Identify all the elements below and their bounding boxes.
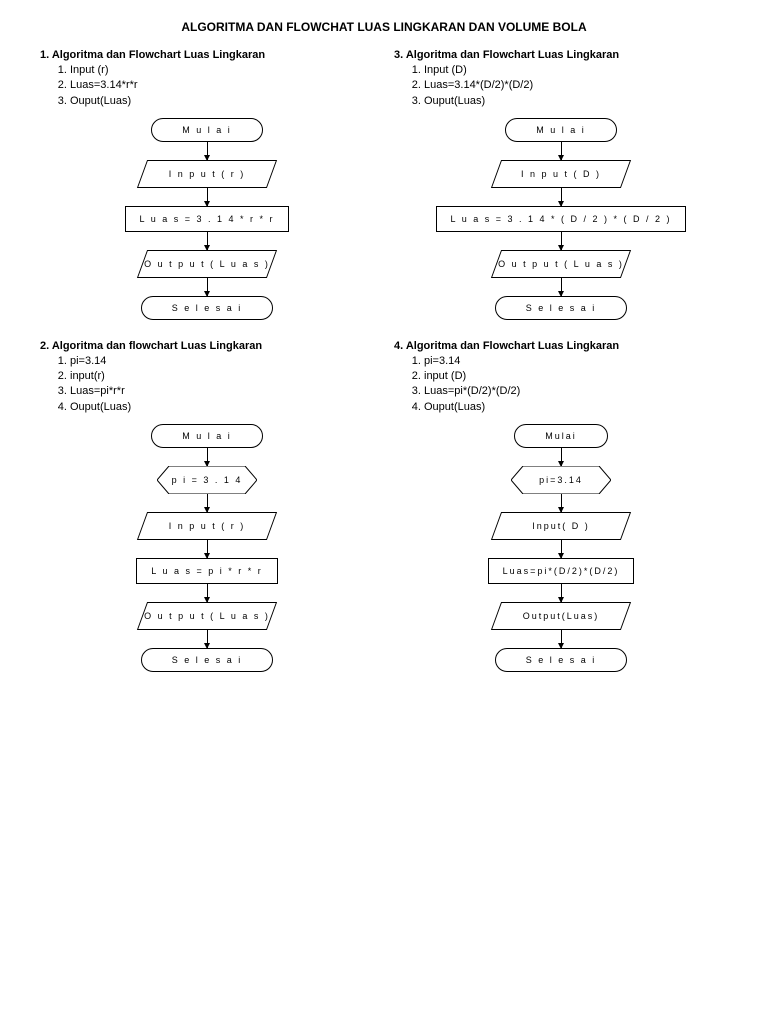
flow-arrow	[561, 278, 562, 296]
flow-arrow	[561, 494, 562, 512]
algorithm-section: 1. Algoritma dan Flowchart Luas Lingkara…	[40, 49, 374, 320]
flowchart: M u l a i I n p u t ( r ) L u a s = 3 . 1 …	[40, 118, 374, 320]
flow-arrow	[561, 540, 562, 558]
io-shape: O u t p u t ( L u a s )	[496, 250, 626, 278]
process-shape: Luas=pi*(D/2)*(D/2)	[488, 558, 635, 584]
terminator-shape: S e l e s a i	[495, 648, 628, 672]
algorithm-step: Luas=pi*r*r	[70, 384, 374, 398]
section-heading: 4. Algoritma dan Flowchart Luas Lingkara…	[394, 340, 728, 352]
flow-arrow	[561, 232, 562, 250]
io-shape: I n p u t ( r )	[142, 512, 272, 540]
process-shape: L u a s = p i * r * r	[136, 558, 277, 584]
algorithm-step: pi=3.14	[424, 354, 728, 368]
algorithm-step: input(r)	[70, 369, 374, 383]
flowchart: Mulai pi=3.14 Input( D ) Luas=pi*(D/2)*(D/2…	[394, 424, 728, 672]
preparation-shape: p i = 3 . 1 4	[157, 466, 257, 494]
algorithm-steps: pi=3.14input(r)Luas=pi*r*r Ouput(Luas)	[70, 354, 374, 414]
preparation-shape: pi=3.14	[511, 466, 611, 494]
flowchart: M u l a i I n p u t ( D ) L u a s = 3 . 1 …	[394, 118, 728, 320]
algorithm-step: Input (r)	[70, 63, 374, 77]
algorithm-section: 3. Algoritma dan Flowchart Luas Lingkara…	[394, 49, 728, 320]
terminator-shape: S e l e s a i	[495, 296, 628, 320]
process-shape: L u a s = 3 . 1 4 * r * r	[125, 206, 290, 232]
terminator-shape: M u l a i	[505, 118, 617, 142]
algorithm-step: Ouput(Luas)	[424, 400, 728, 414]
flow-arrow	[561, 584, 562, 602]
terminator-shape: M u l a i	[151, 118, 263, 142]
io-shape: I n p u t ( r )	[142, 160, 272, 188]
io-shape: Input( D )	[496, 512, 626, 540]
content-grid: 1. Algoritma dan Flowchart Luas Lingkara…	[40, 49, 728, 682]
flow-arrow	[207, 540, 208, 558]
section-heading: 1. Algoritma dan Flowchart Luas Lingkara…	[40, 49, 374, 61]
algorithm-section: 2. Algoritma dan flowchart Luas Lingkara…	[40, 340, 374, 672]
page-title: ALGORITMA DAN FLOWCHAT LUAS LINGKARAN DA…	[40, 20, 728, 34]
algorithm-step: Ouput(Luas)	[70, 400, 374, 414]
terminator-shape: Mulai	[514, 424, 608, 448]
flow-arrow	[207, 232, 208, 250]
flow-arrow	[207, 278, 208, 296]
flow-arrow	[561, 142, 562, 160]
flow-arrow	[207, 448, 208, 466]
io-shape: Output(Luas)	[496, 602, 626, 630]
io-shape: O u t p u t ( L u a s )	[142, 250, 272, 278]
flow-arrow	[207, 630, 208, 648]
algorithm-step: Input (D)	[424, 63, 728, 77]
algorithm-step: Luas=3.14*(D/2)*(D/2)	[424, 78, 728, 92]
flow-arrow	[207, 188, 208, 206]
flow-arrow	[207, 142, 208, 160]
algorithm-step: input (D)	[424, 369, 728, 383]
section-heading: 3. Algoritma dan Flowchart Luas Lingkara…	[394, 49, 728, 61]
section-heading: 2. Algoritma dan flowchart Luas Lingkara…	[40, 340, 374, 352]
algorithm-step: Luas=pi*(D/2)*(D/2)	[424, 384, 728, 398]
flow-arrow	[561, 188, 562, 206]
algorithm-step: pi=3.14	[70, 354, 374, 368]
terminator-shape: S e l e s a i	[141, 648, 274, 672]
flow-arrow	[561, 630, 562, 648]
process-shape: L u a s = 3 . 1 4 * ( D / 2 ) * ( D / 2 …	[436, 206, 687, 232]
flow-arrow	[561, 448, 562, 466]
flow-arrow	[207, 584, 208, 602]
flow-arrow	[207, 494, 208, 512]
io-shape: O u t p u t ( L u a s )	[142, 602, 272, 630]
algorithm-steps: Input (r)Luas=3.14*r*r Ouput(Luas)	[70, 63, 374, 108]
algorithm-step: Luas=3.14*r*r	[70, 78, 374, 92]
algorithm-steps: Input (D)Luas=3.14*(D/2)*(D/2) Ouput(Luas…	[424, 63, 728, 108]
algorithm-step: Ouput(Luas)	[70, 94, 374, 108]
flowchart: M u l a i p i = 3 . 1 4 I n p u t ( r ) L u…	[40, 424, 374, 672]
algorithm-step: Ouput(Luas)	[424, 94, 728, 108]
terminator-shape: M u l a i	[151, 424, 263, 448]
algorithm-section: 4. Algoritma dan Flowchart Luas Lingkara…	[394, 340, 728, 672]
io-shape: I n p u t ( D )	[496, 160, 626, 188]
terminator-shape: S e l e s a i	[141, 296, 274, 320]
algorithm-steps: pi=3.14input (D)Luas=pi*(D/2)*(D/2) Ouput…	[424, 354, 728, 414]
